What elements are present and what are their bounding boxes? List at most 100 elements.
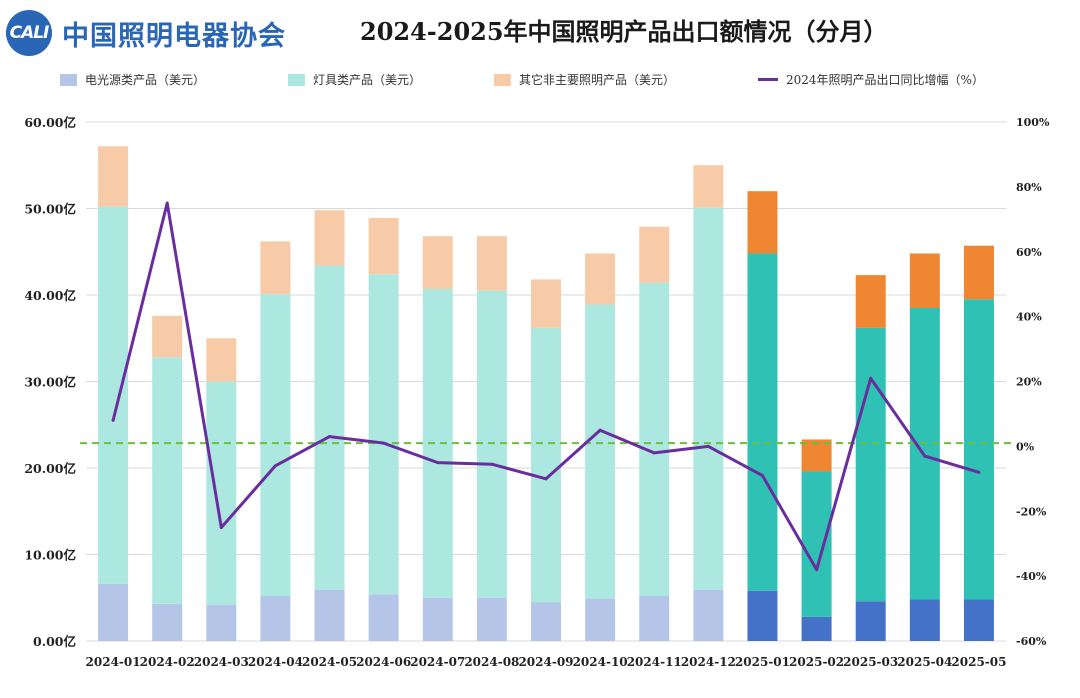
bar-light-source: [98, 583, 129, 641]
bar-other: [585, 253, 616, 305]
legend-item-light-source: 电光源类产品（美元）: [60, 71, 205, 88]
growth-point: [219, 525, 223, 529]
bar-fixtures: [747, 253, 778, 591]
bar-light-source: [531, 602, 561, 641]
bar-fixtures: [476, 290, 507, 598]
x-tick-label: 2025-05: [951, 655, 1006, 669]
bar-fixtures: [693, 207, 724, 590]
bar-light-source: [422, 597, 453, 641]
y2-tick-label: -20%: [1016, 505, 1047, 518]
legend-swatch-growth: [758, 78, 778, 81]
bar-fixtures: [152, 357, 183, 604]
bar-light-source: [747, 590, 778, 641]
bar-other: [747, 191, 778, 254]
bar-light-source: [963, 599, 994, 641]
x-tick-label: 2024-05: [302, 655, 357, 669]
growth-point: [977, 470, 981, 474]
legend-item-other: 其它非主要照明产品（美元）: [494, 71, 675, 88]
bar-light-source: [801, 616, 832, 641]
bar-other: [422, 236, 453, 289]
x-tick-label: 2025-03: [843, 655, 898, 669]
y2-tick-label: 20%: [1016, 376, 1042, 389]
bar-light-source: [909, 599, 940, 641]
bar-fixtures: [585, 304, 616, 599]
logo-badge-icon: CALI: [6, 10, 52, 56]
growth-point: [760, 474, 764, 478]
chart-title: 2024-2025年中国照明产品出口额情况（分月）: [360, 17, 888, 46]
y-tick-label: 50.00亿: [24, 202, 76, 217]
bar-other: [531, 279, 561, 328]
x-tick-label: 2025-01: [735, 655, 790, 669]
bar-fixtures: [639, 282, 670, 597]
bar-other: [909, 253, 940, 308]
growth-point: [111, 418, 115, 422]
bar-light-source: [639, 596, 670, 641]
x-tick-label: 2024-10: [573, 655, 628, 669]
x-tick-label: 2025-02: [789, 655, 844, 669]
legend-swatch-light-source: [60, 73, 77, 86]
bar-fixtures: [422, 288, 453, 598]
bar-other: [855, 275, 886, 328]
bar-light-source: [206, 604, 237, 641]
y2-tick-label: 100%: [1016, 116, 1050, 129]
bar-fixtures: [206, 381, 237, 605]
legend-label-light-source: 电光源类产品（美元）: [85, 73, 206, 87]
bar-fixtures: [260, 294, 291, 597]
legend-label-fixtures: 灯具类产品（美元）: [313, 73, 422, 87]
bar-light-source: [368, 594, 399, 641]
y-tick-label: 60.00亿: [24, 115, 76, 130]
bar-light-source: [314, 589, 345, 641]
bar-fixtures: [368, 274, 399, 595]
bar-light-source: [260, 596, 291, 641]
y-tick-label: 20.00亿: [24, 461, 76, 476]
legend-label-other: 其它非主要照明产品（美元）: [519, 73, 676, 87]
bar-fixtures: [531, 327, 561, 603]
bar-other: [476, 236, 507, 291]
y2-tick-label: -40%: [1016, 570, 1047, 583]
header: CALI 中国照明电器协会 2024-2025年中国照明产品出口额情况（分月）: [0, 0, 1080, 62]
x-tick-label: 2024-01: [86, 655, 141, 669]
bar-light-source: [693, 589, 724, 641]
growth-point: [544, 477, 548, 481]
x-tick-label: 2024-06: [356, 655, 411, 669]
bar-fixtures: [801, 471, 832, 617]
x-tick-label: 2024-02: [140, 655, 195, 669]
x-tick-label: 2024-03: [194, 655, 249, 669]
bar-fixtures: [314, 265, 345, 590]
association-logo: CALI 中国照明电器协会: [6, 10, 286, 56]
y-tick-label: 10.00亿: [24, 548, 76, 563]
legend-item-growth: 2024年照明产品出口同比增幅（%）: [758, 71, 984, 88]
growth-point: [165, 201, 169, 205]
legend: 电光源类产品（美元） 灯具类产品（美元） 其它非主要照明产品（美元） 2024年…: [60, 71, 1060, 93]
bar-other: [693, 165, 724, 208]
bar-other: [801, 439, 832, 472]
bar-other: [314, 210, 345, 266]
bar-other: [206, 338, 237, 382]
y2-tick-label: -60%: [1016, 635, 1047, 648]
y-tick-label: 40.00亿: [24, 288, 76, 303]
y-tick-label: 30.00亿: [24, 375, 76, 390]
x-tick-label: 2024-08: [464, 655, 519, 669]
bar-light-source: [585, 598, 616, 641]
bar-fixtures: [98, 206, 129, 584]
y2-tick-label: 80%: [1016, 181, 1042, 194]
growth-point: [869, 376, 873, 380]
bar-light-source: [855, 601, 886, 641]
x-tick-label: 2024-04: [248, 655, 303, 669]
bar-other: [98, 146, 129, 207]
bar-other: [260, 241, 291, 295]
legend-label-growth: 2024年照明产品出口同比增幅（%）: [786, 73, 984, 87]
legend-item-fixtures: 灯具类产品（美元）: [288, 71, 421, 88]
y2-tick-label: 60%: [1016, 246, 1042, 259]
growth-point: [328, 435, 332, 439]
growth-point: [652, 451, 656, 455]
bar-other: [639, 226, 670, 283]
y2-tick-label: 0%: [1016, 440, 1035, 453]
growth-point: [490, 462, 494, 466]
bar-light-source: [476, 597, 507, 641]
logo-name: 中国照明电器协会: [62, 20, 286, 52]
x-tick-label: 2024-11: [627, 655, 682, 669]
legend-swatch-fixtures: [288, 73, 305, 86]
x-tick-label: 2024-07: [410, 655, 465, 669]
growth-point: [598, 428, 602, 432]
